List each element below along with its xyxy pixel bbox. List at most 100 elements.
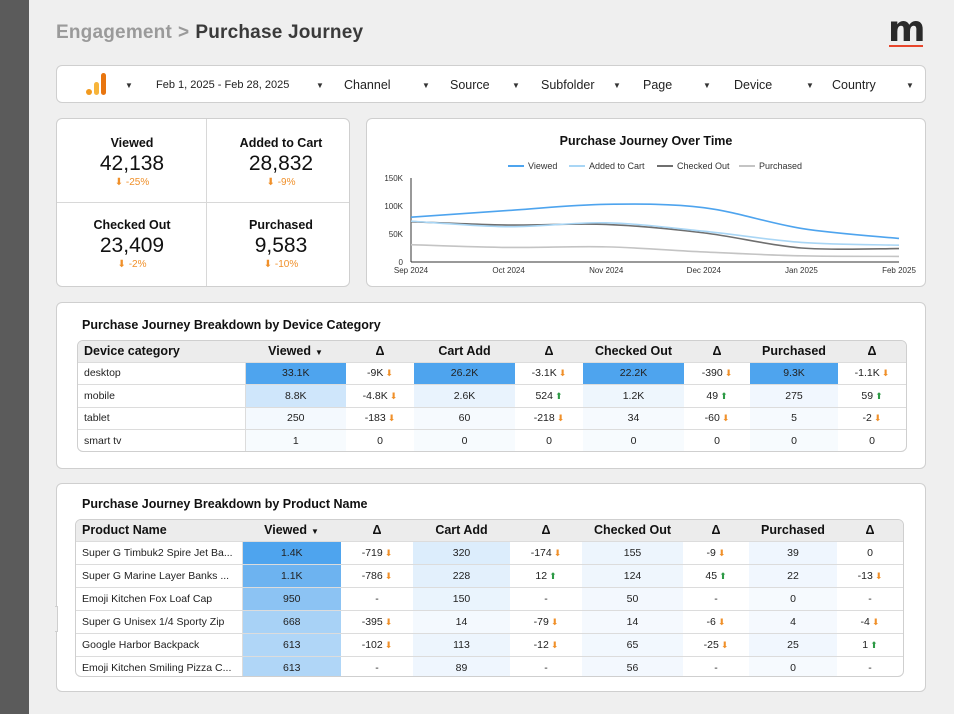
cell-value: 1 xyxy=(862,638,869,651)
kpi-checked-out: Checked Out 23,409 ⬇ -2% xyxy=(58,218,206,270)
column-header-delta[interactable]: Δ xyxy=(683,520,749,541)
cell-value: -4.8K xyxy=(362,389,388,402)
delta-cell: -9 ⬇ xyxy=(683,540,749,564)
column-header-label: Δ xyxy=(865,523,875,538)
column-header-label: Viewed xyxy=(268,344,311,359)
product-breakdown-card: Purchase Journey Breakdown by Product Na… xyxy=(56,483,926,692)
filter-channel[interactable]: Channel ▼ xyxy=(344,66,432,104)
column-header-name[interactable]: Device category xyxy=(78,341,245,362)
column-header[interactable]: Purchased xyxy=(750,341,838,362)
cell-value: 2.6K xyxy=(453,389,476,402)
cell-value: -25 xyxy=(703,638,719,651)
cell-value: 45 xyxy=(705,569,718,582)
table-row[interactable]: Emoji Kitchen Fox Loaf Cap 950 - 150 - 50 - 0 - xyxy=(76,586,903,610)
metric-cell: 155 xyxy=(582,540,683,564)
column-header[interactable]: Cart Add xyxy=(413,520,510,541)
x-tick-label: Feb 2025 xyxy=(882,266,916,275)
metric-cell: 22.2K xyxy=(583,361,684,385)
delta-cell: - xyxy=(341,586,413,610)
cell-value: 124 xyxy=(623,569,642,582)
column-header-label: Device category xyxy=(84,344,180,359)
cell-value: - xyxy=(375,661,379,674)
column-header[interactable]: Checked Out xyxy=(582,520,683,541)
legend-label: Viewed xyxy=(528,161,557,171)
kpi-title: Purchased xyxy=(249,218,313,232)
filter-device[interactable]: Device ▼ xyxy=(734,66,816,104)
table-header-row: Product Name Viewed ▼ Δ Cart Add Δ Checked Out… xyxy=(76,520,903,541)
line-chart-card: Purchase Journey Over Time Viewed Added t… xyxy=(366,118,926,287)
cell-value: 9.3K xyxy=(783,367,805,380)
cell-value: 0 xyxy=(546,435,552,447)
cell-value: - xyxy=(868,592,872,605)
table-row[interactable]: tablet 250 -183 ⬇ 60 -218 ⬇ 34 -60 ⬇ 5 -2 ⬇ xyxy=(78,406,906,430)
date-range-picker[interactable]: Feb 1, 2025 - Feb 28, 2025 ▼ xyxy=(156,66,326,104)
metric-cell: 14 xyxy=(413,609,510,633)
cell-value: 613 xyxy=(282,638,301,651)
column-header-delta[interactable]: Δ xyxy=(684,341,750,362)
page-title: Purchase Journey xyxy=(195,22,364,43)
arrow-down-icon: ⬇ xyxy=(558,368,567,379)
table-row[interactable]: Emoji Kitchen Smiling Pizza C... 613 - 89 - 5… xyxy=(76,655,903,676)
date-range-label: Feb 1, 2025 - Feb 28, 2025 xyxy=(156,79,290,91)
column-header-delta[interactable]: Δ xyxy=(515,341,583,362)
delta-cell: 49 ⬆ xyxy=(684,384,750,407)
arrow-down-icon: ⬇ xyxy=(384,616,393,627)
column-header[interactable]: Cart Add xyxy=(414,341,515,362)
arrow-down-icon: ⬇ xyxy=(385,368,393,379)
table-row[interactable]: smart tv 1 0 0 0 0 0 0 0 xyxy=(78,429,906,451)
kpi-delta-value: -2% xyxy=(128,259,147,270)
column-header-delta[interactable]: Δ xyxy=(838,341,906,362)
metric-cell: 8.8K xyxy=(245,384,346,407)
table-row[interactable]: Super G Timbuk2 Spire Jet Ba... 1.4K -719 ⬇… xyxy=(76,540,903,564)
sort-desc-icon[interactable]: ▼ xyxy=(314,348,323,358)
cell-value: 0 xyxy=(790,661,796,674)
column-header-delta[interactable]: Δ xyxy=(341,520,413,541)
table-row[interactable]: Super G Marine Layer Banks ... 1.1K -786 ⬇ 2… xyxy=(76,563,903,587)
table-row[interactable]: desktop 33.1K -9K ⬇ 26.2K -3.1K ⬇ 22.2K -390 ⬇ 9.3… xyxy=(78,361,906,385)
filter-source[interactable]: Source ▼ xyxy=(450,66,522,104)
column-header[interactable]: Purchased xyxy=(749,520,837,541)
brand-logo-underline xyxy=(889,45,923,47)
table-row[interactable]: mobile 8.8K -4.8K ⬇ 2.6K 524 ⬆ 1.2K 49 ⬆ 275 59 ⬆ xyxy=(78,384,906,407)
table-row[interactable]: Super G Unisex 1/4 Sporty Zip 668 -395 ⬇ 14-… xyxy=(76,609,903,633)
line-chart[interactable]: Viewed Added to Cart Checked Out Purchased 1… xyxy=(367,119,925,286)
metric-cell: 0 xyxy=(583,429,684,451)
cell-value: - xyxy=(868,661,872,674)
filter-page[interactable]: Page ▼ xyxy=(643,66,713,104)
metric-cell: 39 xyxy=(749,540,837,564)
kpi-title: Added to Cart xyxy=(239,136,323,150)
cell-value: 228 xyxy=(452,569,471,582)
column-header-label: Δ xyxy=(375,344,385,359)
column-header[interactable]: Viewed ▼ xyxy=(245,341,346,362)
filter-subfolder[interactable]: Subfolder ▼ xyxy=(541,66,623,104)
arrow-down-icon: ⬇ xyxy=(384,547,393,558)
column-header-name[interactable]: Product Name xyxy=(76,520,242,541)
column-header[interactable]: Viewed ▼ xyxy=(242,520,341,541)
device-breakdown-card: Purchase Journey Breakdown by Device Cat… xyxy=(56,302,926,469)
filter-country[interactable]: Country ▼ xyxy=(832,66,916,104)
column-header[interactable]: Checked Out xyxy=(583,341,684,362)
row-label: mobile xyxy=(78,384,246,407)
breadcrumb-parent[interactable]: Engagement xyxy=(56,22,173,43)
column-header-delta[interactable]: Δ xyxy=(346,341,414,362)
delta-cell: -4 ⬇ xyxy=(837,609,903,633)
delta-cell: -12 ⬇ xyxy=(510,632,582,656)
delta-cell: - xyxy=(837,655,903,676)
chevron-down-icon: ▼ xyxy=(316,80,324,90)
section-title: Purchase Journey Breakdown by Device Cat… xyxy=(82,318,381,332)
delta-cell: 12 ⬆ xyxy=(510,563,582,587)
y-tick-label: 100K xyxy=(384,202,403,211)
column-header-delta[interactable]: Δ xyxy=(837,520,903,541)
analytics-property-selector[interactable]: ▼ xyxy=(81,66,141,104)
arrow-down-icon: ⬇ xyxy=(873,413,882,424)
row-label: Super G Unisex 1/4 Sporty Zip xyxy=(76,609,243,633)
delta-cell: - xyxy=(683,586,749,610)
column-header-delta[interactable]: Δ xyxy=(510,520,582,541)
arrow-down-icon: ⬇ xyxy=(874,570,883,581)
cell-value: 59 xyxy=(861,389,874,402)
panel-handle[interactable] xyxy=(55,606,58,632)
arrow-down-icon: ⬇ xyxy=(114,177,124,188)
kpi-title: Viewed xyxy=(110,136,154,150)
sort-desc-icon[interactable]: ▼ xyxy=(310,527,319,537)
table-row[interactable]: Google Harbor Backpack 613 -102 ⬇ 113 -12 ⬇ 65-… xyxy=(76,632,903,656)
